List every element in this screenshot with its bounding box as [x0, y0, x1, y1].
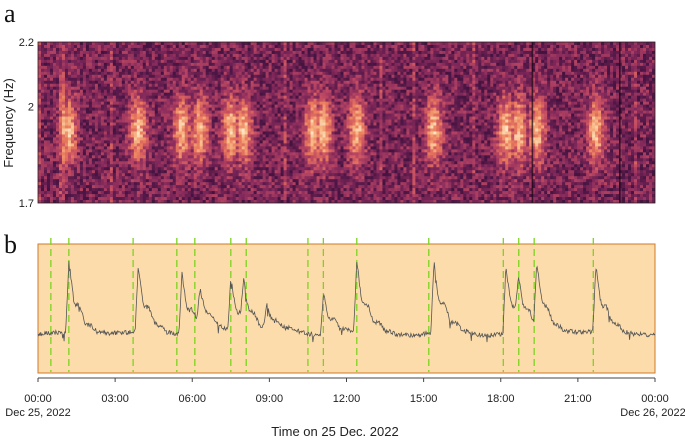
x-tick-label: 15:00 — [410, 393, 438, 405]
x-date-start: Dec 25, 2022 — [5, 407, 70, 419]
spectrogram-y-label: Frequency (Hz) — [1, 78, 16, 168]
x-tick-label: 18:00 — [487, 393, 515, 405]
signal-band — [37, 243, 656, 374]
signal-line — [37, 261, 656, 343]
y-tick-label: 2.2 — [19, 37, 34, 49]
y-tick-label: 1.7 — [19, 198, 34, 210]
x-tick-label: 06:00 — [178, 393, 206, 405]
x-tick-label: 00:00 — [641, 393, 669, 405]
event-lines — [50, 238, 594, 372]
panel-a-letter: a — [4, 0, 16, 28]
x-date-end: Dec 26, 2022 — [620, 407, 685, 419]
x-tick-label: 12:00 — [333, 393, 361, 405]
spectrogram-y-ticks: 2.2 2 1.7 — [19, 37, 34, 210]
x-axis-label: Time on 25 Dec. 2022 — [271, 424, 398, 439]
x-tick-label: 09:00 — [256, 393, 284, 405]
x-tick-label: 03:00 — [101, 393, 129, 405]
spectrogram-frame — [37, 41, 656, 204]
panel-b-letter: b — [4, 230, 17, 259]
x-ticks: 00:00 03:00 06:00 09:00 12:00 15:00 18:00 21:00… — [24, 378, 669, 405]
x-tick-label: 00:00 — [24, 393, 52, 405]
x-tick-label: 21:00 — [564, 393, 592, 405]
y-tick-label: 2 — [28, 101, 34, 113]
spectrogram — [38, 42, 655, 203]
